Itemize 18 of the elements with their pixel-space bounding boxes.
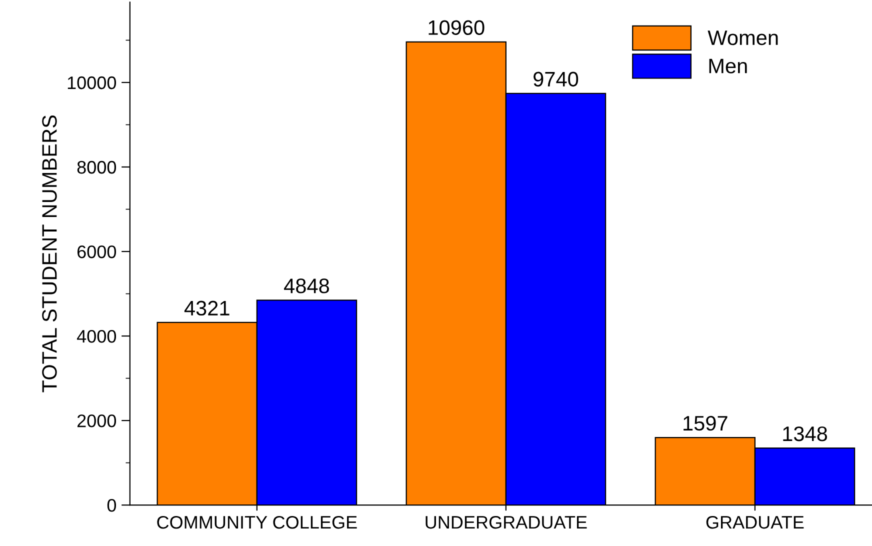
data-label: 1348 [783,426,828,442]
x-tick-label: COMMUNITY COLLEGE [157,516,357,529]
data-label: 10960 [428,20,484,36]
y-tick-label: 2000 [77,414,116,428]
y-tick-label: 0 [107,498,116,512]
data-label: 9740 [534,72,578,87]
y-tick-label: 6000 [77,245,116,258]
data-label: 4321 [184,300,230,316]
data-label: 4848 [284,278,329,294]
data-label: 1597 [684,416,728,431]
x-tick-label: GRADUATE [706,516,804,529]
legend-label: Women [708,30,778,46]
x-tick-label: UNDERGRADUATE [426,516,587,529]
y-tick-label: 4000 [76,330,116,343]
y-axis-title: TOTAL STUDENT NUMBERS [42,115,57,392]
y-tick-label: 10000 [68,76,116,90]
legend-label: Men [709,58,747,74]
y-tick-label: 8000 [77,160,116,174]
